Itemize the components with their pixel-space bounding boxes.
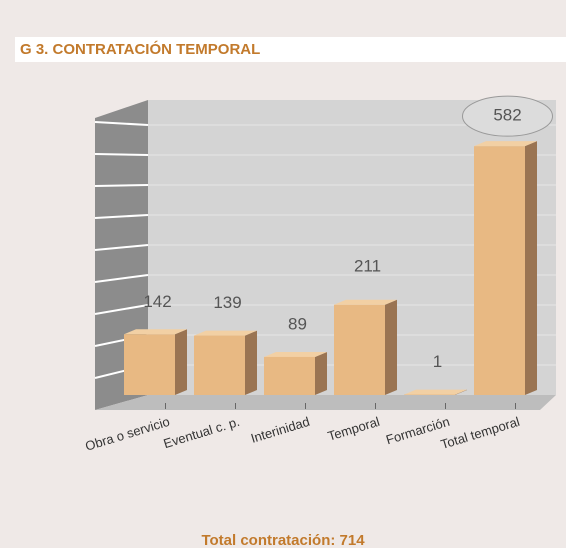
footer: Total contratación: 714 <box>201 532 365 548</box>
bar-side <box>525 141 537 395</box>
bar-front <box>124 334 175 395</box>
bar <box>404 389 467 395</box>
wall-line <box>94 121 149 126</box>
wall-line <box>94 214 149 219</box>
bar-front <box>474 146 525 395</box>
value-label: 211 <box>354 256 381 275</box>
bar-top <box>404 389 467 395</box>
bar-front <box>194 335 245 395</box>
value-label: 89 <box>288 314 307 333</box>
bar <box>264 351 327 395</box>
x-tick-label: Obra o servicio <box>83 414 171 454</box>
wall-line <box>94 244 149 251</box>
bar-side <box>245 330 257 395</box>
bar <box>124 329 187 395</box>
wall-line <box>94 184 149 187</box>
x-tick-label: Temporal <box>326 414 382 444</box>
x-tick-label: Total temporal <box>439 414 522 452</box>
bar-side <box>385 299 397 395</box>
bar <box>334 299 397 395</box>
title-band <box>15 37 566 62</box>
bar-front <box>264 356 315 395</box>
bar-top <box>334 299 397 305</box>
bar-side <box>315 351 327 395</box>
bar <box>194 330 257 395</box>
bar-top <box>474 141 537 147</box>
chart-title: G 3. CONTRATACIÓN TEMPORAL <box>20 40 260 58</box>
x-tick-label: Eventual c. p. <box>162 414 242 451</box>
value-label: 1 <box>433 352 442 371</box>
bar-top <box>264 351 327 357</box>
wall-line <box>94 153 149 156</box>
bar-side <box>175 329 187 395</box>
value-label: 139 <box>213 293 241 312</box>
bar <box>474 141 537 395</box>
floor <box>95 395 556 410</box>
bar-side <box>455 389 467 395</box>
value-label: 582 <box>493 106 521 125</box>
wall-line <box>94 304 149 315</box>
bar-top <box>124 329 187 335</box>
wall-line <box>94 274 149 283</box>
label-highlight <box>462 95 553 137</box>
back-wall <box>148 100 556 395</box>
bar-top <box>194 330 257 336</box>
x-tick-label: Interinidad <box>249 414 311 446</box>
bar-front <box>334 304 385 395</box>
value-label: 142 <box>143 292 171 311</box>
